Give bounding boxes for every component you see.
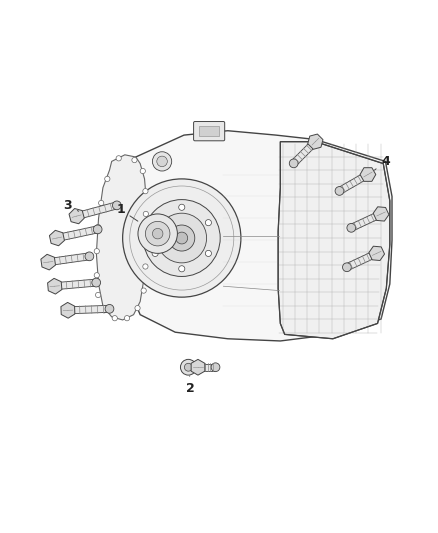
Circle shape [152, 220, 158, 225]
Polygon shape [373, 207, 389, 221]
Circle shape [132, 157, 137, 163]
Polygon shape [291, 139, 318, 166]
Circle shape [116, 156, 121, 161]
Polygon shape [68, 305, 110, 314]
Circle shape [99, 200, 104, 206]
Polygon shape [48, 278, 62, 294]
Circle shape [205, 251, 212, 256]
FancyBboxPatch shape [199, 126, 219, 136]
Polygon shape [61, 302, 75, 318]
Polygon shape [96, 155, 147, 320]
Circle shape [145, 221, 170, 246]
Circle shape [143, 189, 148, 194]
Circle shape [123, 179, 241, 297]
Polygon shape [350, 211, 382, 231]
Polygon shape [369, 246, 385, 261]
Circle shape [105, 176, 110, 182]
Circle shape [152, 152, 172, 171]
Circle shape [140, 168, 145, 174]
Circle shape [184, 364, 192, 371]
Text: 2: 2 [186, 376, 195, 395]
FancyBboxPatch shape [194, 122, 225, 141]
Text: 1: 1 [116, 203, 138, 221]
Circle shape [141, 288, 146, 293]
Polygon shape [56, 226, 99, 241]
Ellipse shape [343, 263, 351, 272]
Circle shape [143, 238, 148, 243]
Circle shape [112, 316, 117, 321]
Polygon shape [76, 202, 118, 220]
Polygon shape [360, 168, 376, 181]
Polygon shape [338, 172, 370, 194]
Polygon shape [198, 364, 215, 371]
Ellipse shape [92, 278, 101, 287]
Circle shape [143, 199, 220, 277]
Ellipse shape [85, 252, 94, 261]
Circle shape [179, 266, 185, 272]
Circle shape [169, 225, 195, 251]
Ellipse shape [211, 363, 220, 372]
Text: 4: 4 [374, 155, 390, 170]
Circle shape [95, 224, 101, 230]
Circle shape [143, 211, 148, 216]
Text: 3: 3 [64, 199, 78, 212]
Circle shape [135, 305, 140, 311]
Circle shape [152, 229, 163, 239]
Circle shape [102, 308, 107, 313]
Circle shape [94, 248, 99, 254]
Circle shape [95, 292, 101, 297]
Ellipse shape [347, 223, 356, 232]
Circle shape [124, 316, 130, 321]
Circle shape [143, 264, 148, 269]
Polygon shape [54, 279, 96, 290]
Circle shape [180, 359, 196, 375]
Ellipse shape [113, 201, 121, 210]
Polygon shape [191, 359, 205, 375]
Circle shape [152, 251, 158, 256]
Ellipse shape [93, 225, 102, 234]
Circle shape [138, 214, 177, 253]
Polygon shape [308, 134, 323, 149]
Polygon shape [346, 250, 378, 270]
Circle shape [94, 273, 99, 278]
Polygon shape [278, 142, 390, 339]
Polygon shape [125, 131, 392, 341]
Polygon shape [48, 253, 90, 265]
Circle shape [176, 232, 187, 244]
Circle shape [179, 204, 185, 211]
Ellipse shape [290, 159, 298, 168]
Circle shape [157, 213, 207, 263]
Polygon shape [41, 254, 56, 270]
Ellipse shape [335, 187, 344, 195]
Circle shape [205, 220, 212, 225]
Circle shape [157, 156, 167, 167]
Ellipse shape [105, 304, 114, 313]
Polygon shape [69, 208, 84, 224]
Polygon shape [49, 230, 64, 246]
